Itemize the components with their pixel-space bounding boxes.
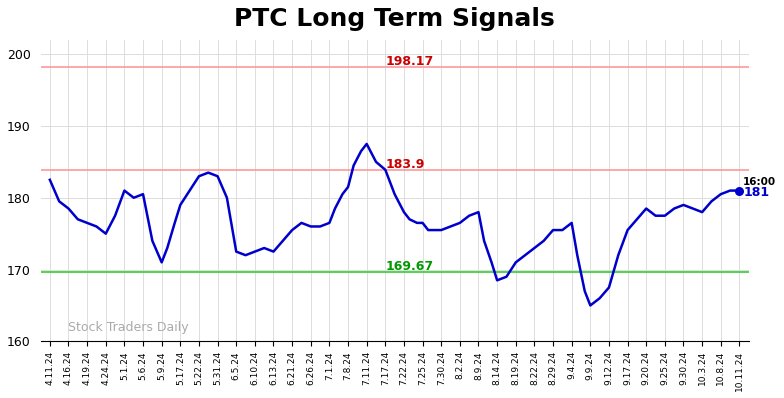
Text: 181: 181	[743, 186, 769, 199]
Title: PTC Long Term Signals: PTC Long Term Signals	[234, 7, 555, 31]
Text: 16:00: 16:00	[743, 177, 776, 187]
Text: 183.9: 183.9	[385, 158, 425, 171]
Point	[733, 187, 746, 194]
Text: 169.67: 169.67	[385, 260, 434, 273]
Text: Stock Traders Daily: Stock Traders Daily	[68, 320, 189, 334]
Text: 198.17: 198.17	[385, 55, 434, 68]
